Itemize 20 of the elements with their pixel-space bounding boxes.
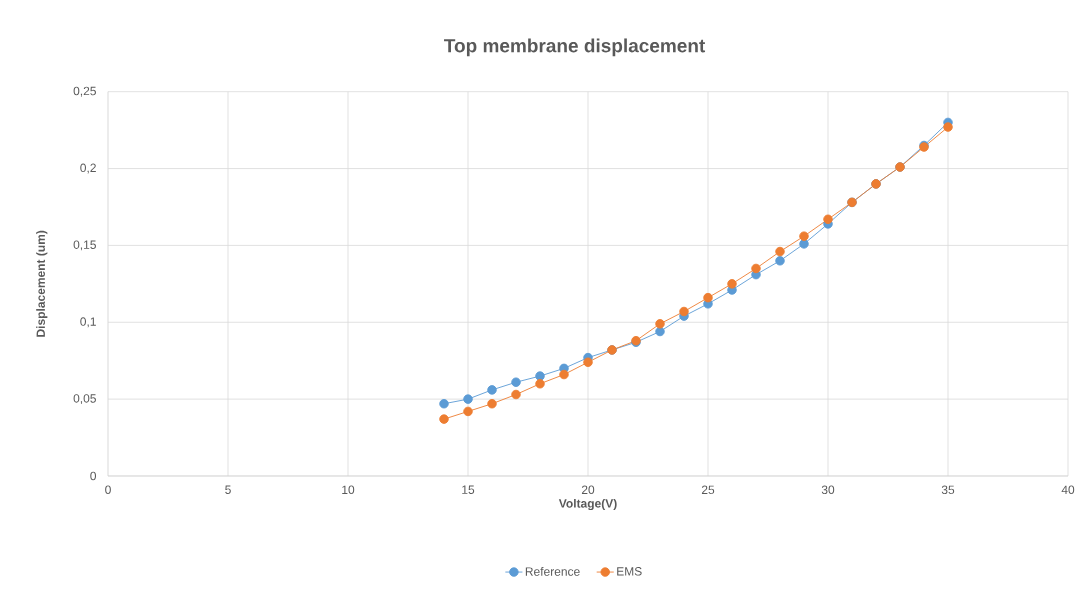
y-tick-label: 0,05 xyxy=(73,394,96,405)
x-tick-label: 5 xyxy=(225,485,231,494)
x-tick-label: 15 xyxy=(462,485,475,494)
y-tick-label: 0,25 xyxy=(73,86,96,97)
y-tick-label: 0 xyxy=(90,471,97,481)
y-axis-title: Displacement (um) xyxy=(36,230,48,337)
x-tick-label: 30 xyxy=(821,485,835,495)
legend-label: EMS xyxy=(617,567,642,576)
x-tick-label: 20 xyxy=(581,485,595,495)
x-tick-label: 40 xyxy=(1061,485,1075,495)
y-tick-label: 0,15 xyxy=(73,240,96,251)
x-tick-label: 25 xyxy=(701,485,715,495)
x-tick-label: 35 xyxy=(941,485,955,495)
y-tick-label: 0,1 xyxy=(80,317,96,328)
chart-title: Top membrane displacement xyxy=(444,38,706,57)
y-tick-label: 0,2 xyxy=(80,163,96,174)
x-tick-label: 10 xyxy=(342,485,355,495)
x-tick-label: 0 xyxy=(105,485,111,495)
x-axis-title: Voltage(V) xyxy=(558,498,617,511)
legend-label: Reference xyxy=(525,566,580,576)
